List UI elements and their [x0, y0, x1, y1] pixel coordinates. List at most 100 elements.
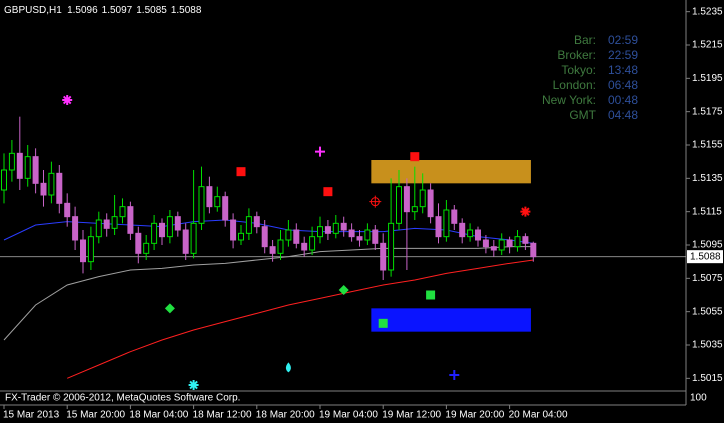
- candle-body: [135, 232, 142, 254]
- candle-body: [293, 229, 300, 244]
- candle-body: [48, 172, 55, 196]
- candle-body: [451, 209, 458, 224]
- y-tick-label: 1.5015: [692, 373, 723, 384]
- candle-body: [301, 242, 308, 251]
- marker: [426, 290, 436, 300]
- subwindow-label: 100: [690, 393, 707, 404]
- candle-body: [514, 236, 521, 248]
- marker: [285, 362, 291, 373]
- x-tick-label: 20 Mar 04:00: [509, 410, 568, 421]
- candle-body: [1, 169, 7, 191]
- candle-body: [261, 226, 268, 248]
- candle-body: [427, 189, 434, 218]
- candle-body: [380, 242, 387, 271]
- indicator-line: [67, 259, 534, 379]
- y-tick-label: 1.5235: [692, 6, 723, 17]
- x-tick-label: 18 Mar 20:00: [256, 410, 315, 421]
- zone: [371, 160, 531, 184]
- y-tick-label: 1.5075: [692, 273, 723, 284]
- candle-body: [151, 222, 158, 244]
- marker: [338, 285, 349, 295]
- candle-body: [166, 216, 173, 238]
- marker: [236, 167, 246, 177]
- marker: [449, 370, 460, 380]
- x-tick-label: 19 Mar 20:00: [445, 410, 504, 421]
- candle-body: [190, 222, 197, 254]
- candle-body: [285, 229, 292, 241]
- clock-time: 00:48: [608, 93, 638, 107]
- candle-body: [24, 156, 31, 179]
- header: GBPUSD,H1 1.5096 1.5097 1.5085 1.5088: [4, 5, 202, 16]
- candle-body: [475, 229, 481, 241]
- y-tick-label: 1.5215: [692, 40, 723, 51]
- candle-body: [340, 222, 347, 231]
- candle-body: [119, 206, 126, 218]
- candle-body: [332, 222, 339, 234]
- candle-body: [87, 236, 94, 263]
- candle-body: [269, 246, 276, 254]
- marker: [520, 206, 531, 217]
- candle-body: [419, 189, 426, 208]
- x-tick-label: 19 Mar 04:00: [319, 410, 378, 421]
- x-tick-label: 18 Mar 04:00: [129, 410, 188, 421]
- price-label-box: [687, 250, 723, 264]
- candle-body: [222, 196, 229, 221]
- candle-body: [411, 206, 418, 213]
- candle-body: [56, 172, 63, 204]
- clock-time: 02:59: [608, 33, 638, 47]
- marker: [323, 187, 333, 197]
- clock-time: 04:48: [608, 108, 638, 122]
- candle-body: [309, 236, 316, 251]
- marker: [188, 380, 199, 390]
- last-open: 1.5096: [67, 5, 98, 16]
- candle-body: [174, 216, 181, 231]
- candle-body: [490, 246, 497, 251]
- clock-label: Tokyo:: [561, 63, 596, 77]
- candle-body: [127, 206, 134, 234]
- candle-body: [388, 222, 395, 271]
- candle-body: [403, 186, 410, 213]
- last-high: 1.5097: [102, 5, 133, 16]
- x-tick-label: 15 Mar 2013: [3, 410, 60, 421]
- marker: [62, 95, 73, 105]
- candle-body: [159, 222, 165, 238]
- marker: [410, 152, 420, 162]
- candle-body: [459, 222, 466, 238]
- candle-body: [230, 219, 237, 241]
- y-tick-label: 1.5175: [692, 106, 723, 117]
- y-tick-label: 1.5195: [692, 73, 723, 84]
- y-tick-label: 1.5055: [692, 306, 723, 317]
- candle-body: [72, 216, 79, 241]
- candle-body: [372, 229, 379, 244]
- symbol: GBPUSD,H1: [4, 5, 62, 16]
- candle-body: [111, 216, 118, 229]
- candle-body: [467, 229, 474, 238]
- candle-body: [522, 236, 529, 244]
- candle-body: [95, 219, 102, 238]
- indicator-line: [3, 219, 534, 244]
- clock-label: Broker:: [557, 48, 596, 62]
- candle-body: [277, 239, 284, 254]
- candle-body: [356, 236, 363, 241]
- clock-label: London:: [553, 78, 596, 92]
- candle-body: [253, 216, 260, 228]
- candle-body: [530, 242, 537, 258]
- candle-body: [103, 219, 110, 229]
- candle-body: [206, 186, 213, 208]
- last-low: 1.5085: [136, 5, 167, 16]
- marker: [315, 146, 325, 157]
- marker: [369, 195, 382, 208]
- candle-body: [8, 152, 15, 171]
- last-close: 1.5088: [171, 5, 202, 16]
- candle-body: [443, 209, 450, 238]
- candle-body: [182, 229, 189, 254]
- clock-label: New York:: [542, 93, 596, 107]
- marker: [164, 303, 175, 314]
- clock-label: Bar:: [574, 33, 596, 47]
- candle-body: [506, 239, 513, 248]
- clock-label: GMT: [569, 108, 596, 122]
- candle-body: [317, 226, 323, 238]
- y-tick-label: 1.5155: [692, 140, 723, 151]
- x-tick-label: 19 Mar 12:00: [382, 410, 441, 421]
